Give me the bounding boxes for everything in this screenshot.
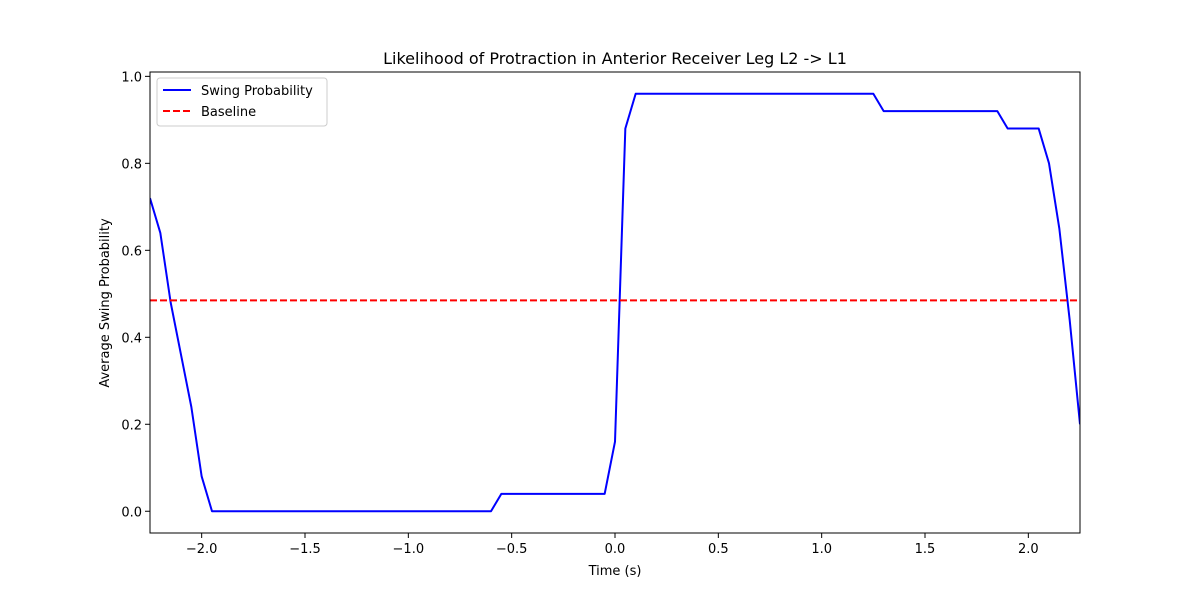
x-tick-label: 1.0 (811, 542, 832, 557)
x-tick-label: 1.5 (915, 542, 936, 557)
series-line-swing-probability (150, 92, 1080, 513)
legend-label: Swing Probability (201, 84, 313, 99)
x-tick-label: −0.5 (496, 542, 528, 557)
plot-area: −2.0 −1.5 −1.0 −0.5 0.0 0.5 1.0 1.5 2.0 0.0 0.2 0.4… (121, 70, 1081, 557)
legend: Swing Probability Baseline (156, 77, 328, 127)
y-tick-label: 1.0 (121, 70, 142, 85)
x-tick-label: 0.5 (708, 542, 729, 557)
x-tick-label: −2.0 (186, 542, 218, 557)
y-tick-label: 0.2 (121, 418, 142, 433)
legend-label: Baseline (201, 105, 256, 120)
y-tick-label: 0.8 (121, 157, 142, 172)
y-tick-label: 0.0 (121, 505, 142, 520)
chart-title: Likelihood of Protraction in Anterior Re… (383, 49, 847, 68)
x-axis-label: Time (s) (588, 564, 642, 579)
x-tick-label: 2.0 (1018, 542, 1039, 557)
legend-box (156, 77, 328, 127)
y-tick-label: 0.4 (121, 331, 142, 346)
x-tick-label: −1.5 (289, 542, 321, 557)
x-tick-label: −1.0 (393, 542, 425, 557)
x-tick-label: 0.0 (605, 542, 626, 557)
y-axis-label: Average Swing Probability (98, 218, 113, 388)
y-tick-label: 0.6 (121, 244, 142, 259)
